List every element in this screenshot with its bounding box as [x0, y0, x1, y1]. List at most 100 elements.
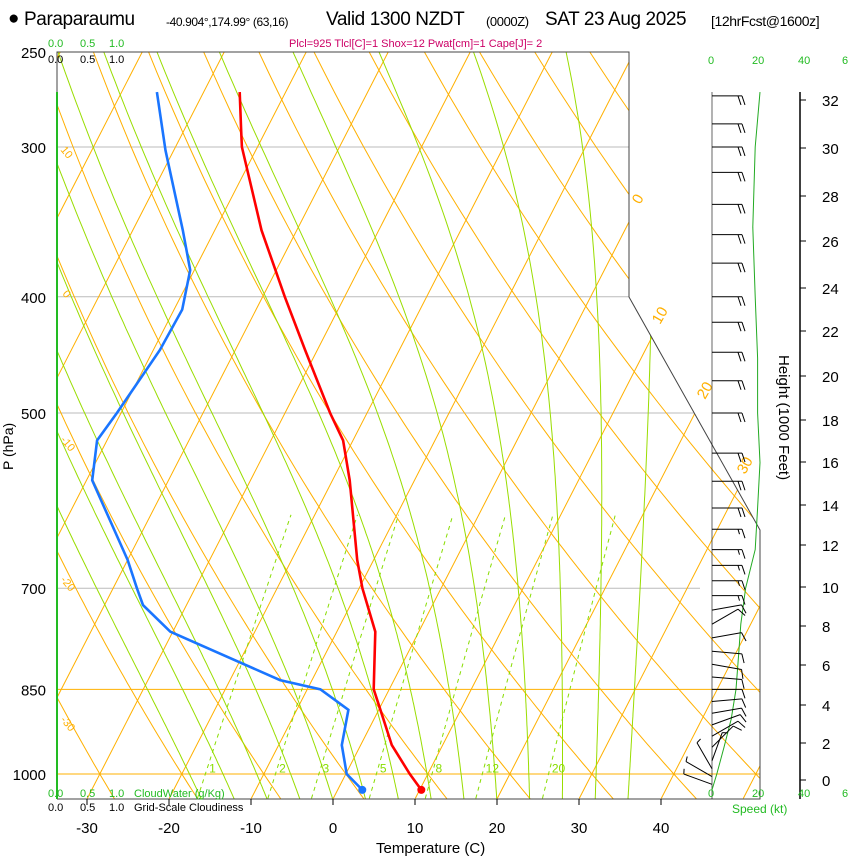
wind-barb-flag [737, 296, 742, 306]
wind-barb [711, 650, 745, 664]
cloudiness-scale-bottom-0: 0.0 [48, 802, 64, 814]
wind-barb [712, 564, 746, 575]
height-tick-label: 22 [822, 324, 839, 341]
pressure-tick-label: 850 [21, 682, 46, 699]
wind-barb-flag [739, 714, 747, 723]
pressure-tick-label: 500 [21, 406, 46, 423]
wind-barb-staff [711, 608, 739, 625]
wind-barb-staff [711, 732, 723, 761]
dry-adiabat [368, 52, 760, 799]
dry-adiabat [258, 52, 760, 799]
wind-barb [711, 608, 746, 625]
wind-barb-staff [711, 676, 742, 681]
wind-barb [712, 528, 746, 539]
wind-barb [712, 234, 746, 244]
wind-barb-flag [737, 507, 742, 518]
temperature-line [238, 92, 423, 791]
wind-barb [712, 595, 746, 605]
dry-adiabat [57, 52, 282, 799]
dry-adiabat [644, 52, 760, 799]
x-axis-label: Temperature (C) [376, 840, 486, 857]
y-axis-label: P (hPa) [0, 422, 16, 470]
surface-dewpoint-dot [358, 785, 367, 794]
wind-barb-flag [737, 263, 742, 273]
speed-tick-60-top: 6 [842, 55, 849, 67]
moist-adiabat [57, 52, 301, 799]
height-tick-label: 10 [822, 580, 839, 597]
speed-tick-40-top: 40 [798, 55, 811, 67]
header-bullet: ● [8, 8, 20, 29]
wind-barb-flag [741, 595, 746, 605]
moist-adiabat [57, 52, 367, 799]
wind-barb [711, 604, 747, 614]
wind-barb [711, 663, 744, 679]
wind-barb-flag [741, 123, 746, 134]
wind-barb-flag [737, 146, 742, 157]
isotherm-line [168, 52, 553, 799]
wind-barb-staff [711, 650, 742, 655]
wind-barb [711, 707, 747, 717]
wind-barb [712, 549, 746, 559]
wind-barb-staff [711, 632, 742, 639]
dry-adiabat [148, 52, 615, 799]
wind-barb-half [696, 738, 701, 744]
dry-adiabat [57, 52, 199, 799]
dry-adiabat [423, 52, 760, 799]
temp-tick-label: -30 [76, 820, 98, 837]
temp-tick-label: -20 [158, 820, 180, 837]
cloud-scale-bottom-05: 0.5 [80, 788, 96, 800]
wind-barb-staff [711, 714, 741, 726]
location-coords: -40.904°,174.99° (63,16) [166, 15, 289, 29]
pressure-tick-label: 250 [21, 45, 46, 62]
wind-barb [696, 738, 713, 769]
wind-barb [712, 171, 746, 182]
wind-barb-flag [741, 296, 746, 306]
wind-barb-flag [741, 565, 746, 575]
isotherm-label: 20 [694, 379, 717, 402]
wind-barb [712, 203, 746, 214]
wind-barb-flag [737, 172, 742, 182]
wind-barb-flag [737, 95, 742, 106]
moist-adiabat [103, 52, 399, 799]
speed-tick-0: 0 [708, 788, 715, 800]
wind-barb-flag [741, 632, 747, 642]
wind-barb-staff [711, 725, 734, 748]
speed-axis-label: Speed (kt) [732, 802, 788, 816]
wind-barb-half [737, 565, 740, 571]
wind-barb-flag [741, 452, 746, 463]
isotherm-label: 10 [649, 304, 672, 327]
wind-barb-flag [741, 172, 746, 182]
plot-frame [56, 51, 761, 800]
mixing-ratio-line [542, 514, 616, 799]
wind-barb [712, 380, 746, 390]
dewpoint-line [90, 91, 364, 791]
wind-barb-flag [737, 720, 746, 728]
wind-barb [712, 296, 746, 306]
wind-barb-flag [741, 352, 746, 362]
wind-barb-half [737, 549, 740, 555]
dry-adiabat-label: 0 [60, 288, 73, 300]
dry-adiabat [57, 52, 116, 799]
wind-barb-flag [741, 689, 746, 699]
wind-barb [712, 321, 746, 332]
dry-adiabat-label: -10 [58, 434, 77, 454]
wind-barb-flag [741, 653, 745, 664]
isotherm-label: 30 [734, 454, 757, 477]
wind-barb-staff [711, 663, 742, 670]
wind-barb-flag [741, 580, 746, 590]
height-tick-label: 30 [822, 141, 839, 158]
wind-barb [712, 146, 746, 157]
wind-barb-flag [737, 380, 742, 390]
isotherm-line [57, 52, 143, 799]
wind-speed-line [711, 92, 761, 791]
cloudwater-label: CloudWater (g/Kg) [134, 788, 225, 800]
cloud-scale-top-1: 1.0 [109, 38, 125, 50]
wind-barb-flag [737, 204, 742, 214]
moist-adiabat [57, 52, 268, 799]
valid-time: Valid 1300 NZDT [326, 9, 465, 30]
valid-date: SAT 23 Aug 2025 [545, 9, 687, 30]
mixing-ratio-line [368, 514, 454, 799]
height-tick-label: 2 [822, 736, 830, 753]
wind-barb-flag [741, 481, 746, 491]
wind-barb-flag [741, 549, 746, 559]
